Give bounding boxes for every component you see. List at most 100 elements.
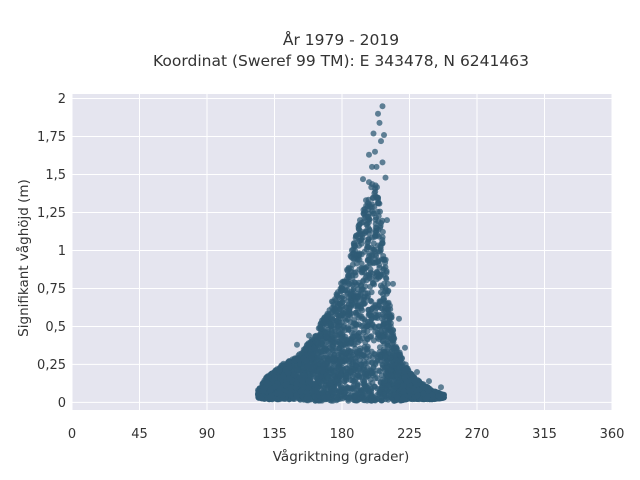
data-point xyxy=(396,315,402,322)
data-point xyxy=(268,392,275,399)
data-point xyxy=(396,351,403,358)
data-point xyxy=(376,349,383,355)
data-point xyxy=(379,365,386,371)
data-point xyxy=(384,323,391,330)
data-point xyxy=(305,378,312,384)
data-point xyxy=(424,394,431,401)
data-point xyxy=(383,333,390,340)
data-point xyxy=(345,311,352,318)
data-point xyxy=(337,342,344,349)
data-point xyxy=(304,363,311,370)
data-point xyxy=(390,386,397,393)
data-point xyxy=(408,371,415,378)
data-point xyxy=(320,348,326,355)
y-tick-label: 1 xyxy=(58,244,66,259)
data-point xyxy=(264,379,270,386)
data-point xyxy=(366,253,372,259)
data-point xyxy=(390,280,396,287)
data-point xyxy=(347,377,354,383)
data-point xyxy=(401,374,408,381)
data-point xyxy=(383,274,389,281)
data-point xyxy=(344,316,351,323)
data-point xyxy=(323,333,330,340)
data-point xyxy=(337,359,344,366)
data-point xyxy=(372,328,379,335)
data-point xyxy=(361,316,368,323)
data-point xyxy=(362,371,369,378)
data-point xyxy=(348,265,354,272)
data-point xyxy=(300,384,307,391)
data-point xyxy=(366,226,373,233)
y-tick-labels: 0 0,25 0,5 0,75 1 1,25 1,5 1,75 2 xyxy=(37,92,66,411)
x-tick-label: 90 xyxy=(199,427,216,442)
data-point xyxy=(346,353,353,360)
data-point xyxy=(382,359,389,366)
data-point xyxy=(305,384,311,391)
data-point xyxy=(379,103,386,110)
data-point xyxy=(441,391,447,398)
data-point xyxy=(308,355,315,362)
y-tick-label: 1,25 xyxy=(37,206,66,221)
data-point xyxy=(376,119,383,126)
data-point xyxy=(358,240,365,247)
data-point xyxy=(270,369,277,376)
data-point xyxy=(371,246,378,253)
data-point xyxy=(377,223,384,229)
x-tick-label: 225 xyxy=(397,427,422,442)
data-point xyxy=(282,366,289,373)
data-point xyxy=(388,372,395,379)
data-point xyxy=(355,223,362,230)
data-point xyxy=(306,332,312,339)
data-point xyxy=(358,323,365,330)
data-point xyxy=(358,251,365,258)
data-point xyxy=(365,206,372,213)
data-point xyxy=(394,394,401,401)
data-point xyxy=(370,240,377,247)
data-point xyxy=(369,313,376,320)
data-point xyxy=(361,387,368,394)
y-tick-label: 0,25 xyxy=(37,358,66,373)
data-point xyxy=(339,299,346,306)
data-point xyxy=(338,306,345,313)
data-point xyxy=(382,256,389,263)
data-point xyxy=(395,368,402,375)
data-point xyxy=(411,378,418,385)
x-tick-label: 180 xyxy=(330,427,355,442)
data-point xyxy=(368,289,375,296)
data-point xyxy=(314,339,321,346)
data-point xyxy=(344,385,351,392)
y-tick-label: 2 xyxy=(58,92,66,107)
data-point xyxy=(348,340,355,347)
data-point xyxy=(381,132,387,138)
data-point xyxy=(383,268,390,275)
data-point xyxy=(384,342,391,349)
data-point xyxy=(352,390,359,397)
data-point xyxy=(406,387,412,394)
data-point xyxy=(355,366,362,373)
data-point xyxy=(321,354,328,361)
data-point xyxy=(384,372,391,379)
data-point xyxy=(276,367,283,374)
data-point xyxy=(373,214,379,221)
x-axis-title: Vågriktning (grader) xyxy=(273,448,410,465)
data-point xyxy=(351,317,358,323)
data-point xyxy=(387,367,394,374)
data-point xyxy=(303,357,310,364)
data-point xyxy=(343,372,350,379)
data-point xyxy=(355,294,362,301)
data-point xyxy=(255,387,261,394)
data-point xyxy=(377,243,384,250)
data-point xyxy=(317,378,324,385)
x-tick-label: 270 xyxy=(465,427,490,442)
data-point xyxy=(313,332,320,339)
data-point xyxy=(366,151,372,158)
data-point xyxy=(304,341,311,348)
data-point xyxy=(352,376,359,383)
data-point xyxy=(349,333,356,340)
data-point xyxy=(372,224,379,231)
data-point xyxy=(414,369,420,375)
data-point xyxy=(380,313,387,320)
data-point xyxy=(365,238,372,245)
data-point xyxy=(267,386,274,393)
data-point xyxy=(294,367,301,374)
